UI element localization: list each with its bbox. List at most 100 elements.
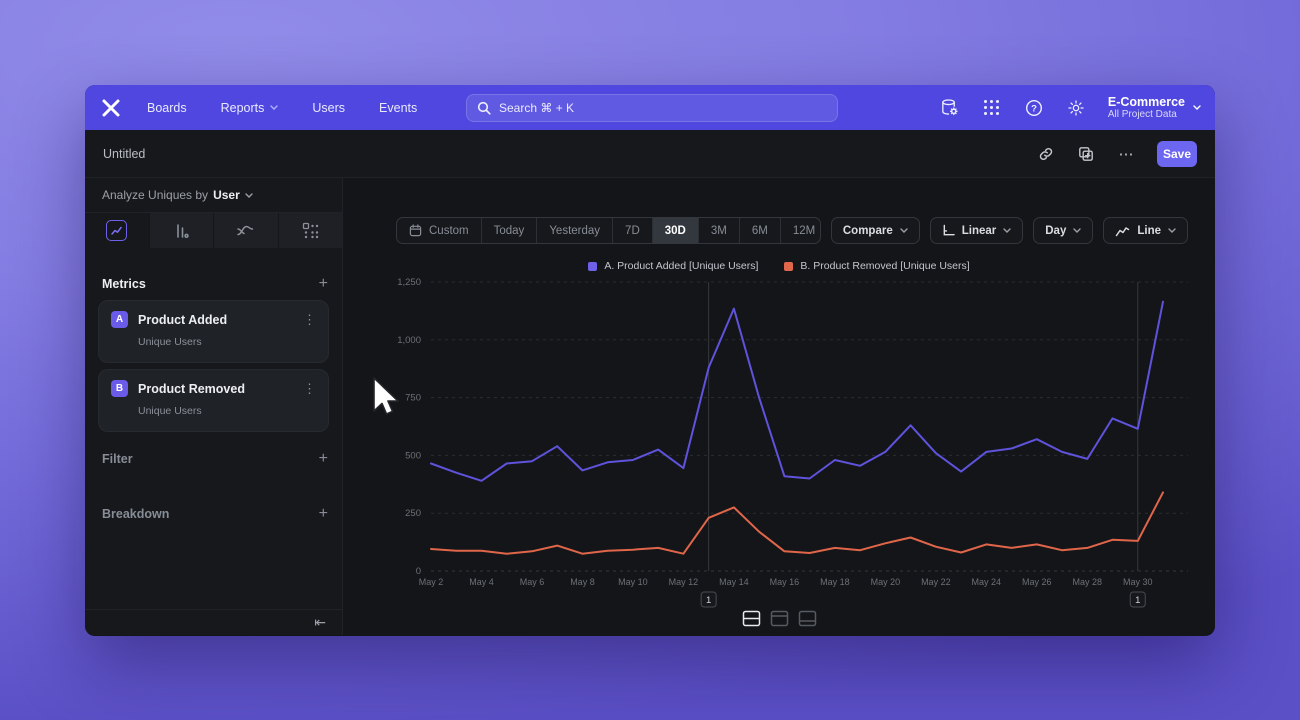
- series-line-a: [430, 300, 1164, 482]
- help-icon[interactable]: ?: [1024, 98, 1044, 118]
- y-axis-label: 500: [405, 450, 421, 461]
- series-line-b: [430, 491, 1164, 555]
- funnels-bars-icon: [177, 223, 189, 238]
- interval-dropdown[interactable]: Day: [1033, 217, 1094, 244]
- annotation-badge[interactable]: [1129, 591, 1146, 608]
- top-navbar: Boards Reports Users Events Search ⌘ + K: [85, 85, 1215, 130]
- metric-name: Product Added: [138, 312, 228, 327]
- tab-flows[interactable]: [214, 213, 279, 248]
- metric-options-icon[interactable]: ⋮: [303, 312, 316, 327]
- x-axis-label: May 24: [972, 577, 1002, 587]
- metric-subtype: Unique Users: [138, 336, 202, 348]
- y-axis-label: 750: [405, 393, 421, 404]
- x-axis-label: May 2: [419, 577, 444, 587]
- chart-type-dropdown[interactable]: Line: [1103, 217, 1188, 244]
- y-axis-label: 1,000: [397, 335, 421, 346]
- range-12m[interactable]: 12M: [792, 224, 816, 237]
- data-settings-icon[interactable]: [940, 98, 960, 118]
- chevron-down-icon: [1168, 228, 1176, 233]
- chevron-down-icon: [270, 105, 279, 110]
- range-30d[interactable]: 30D: [652, 218, 699, 243]
- settings-gear-icon[interactable]: [1066, 98, 1086, 118]
- add-metric-button[interactable]: +: [318, 275, 328, 292]
- date-range-segmented: Custom Today Yesterday 7D 30D 3M 6M 12M: [396, 217, 821, 244]
- sidebar-footer: ⇤: [85, 609, 342, 635]
- annotation-badge[interactable]: [700, 591, 717, 608]
- y-axis-label: 0: [416, 566, 421, 577]
- metric-card-product-added[interactable]: A Product Added ⋮ Unique Users: [98, 300, 329, 363]
- x-axis-label: May 4: [469, 577, 494, 587]
- range-today[interactable]: Today: [482, 218, 538, 243]
- tab-funnels[interactable]: [149, 213, 214, 248]
- chart-size-split-icon[interactable]: [742, 610, 761, 627]
- metric-card-product-removed[interactable]: B Product Removed ⋮ Unique Users: [98, 369, 329, 432]
- analyze-value-dropdown[interactable]: User: [213, 188, 240, 202]
- chevron-down-icon: [245, 192, 253, 198]
- chart-legend: A. Product Added [Unique Users] B. Produc…: [343, 260, 1215, 272]
- scale-dropdown[interactable]: Linear: [929, 217, 1024, 244]
- linear-axis-icon: [943, 224, 955, 236]
- metric-subtype: Unique Users: [138, 405, 202, 417]
- x-axis-label: May 8: [570, 577, 595, 587]
- range-7d[interactable]: 7D: [613, 218, 653, 243]
- search-icon: [477, 101, 491, 115]
- content-area: Analyze Uniques by User: [85, 178, 1215, 635]
- titlebar-actions: ⋯ Save: [1037, 140, 1197, 167]
- chart-size-large-icon[interactable]: [798, 610, 817, 627]
- retention-grid-icon: [302, 222, 318, 239]
- nav-right-group: ? E-Commerce All Project Data: [940, 85, 1201, 130]
- y-axis-label: 1,250: [397, 277, 421, 288]
- collapse-sidebar-icon[interactable]: ⇤: [314, 614, 326, 630]
- nav-item-users[interactable]: Users: [312, 100, 346, 115]
- report-title[interactable]: Untitled: [103, 146, 146, 161]
- copy-link-icon[interactable]: [1037, 145, 1055, 163]
- range-6m[interactable]: 6M: [740, 218, 781, 243]
- x-axis-label: May 22: [921, 577, 951, 587]
- report-titlebar: Untitled ⋯ Save: [85, 130, 1215, 178]
- compare-button[interactable]: Compare: [830, 217, 920, 244]
- nav-item-events[interactable]: Events: [379, 100, 418, 115]
- analyze-label: Analyze Uniques by: [102, 188, 209, 202]
- chart-size-medium-icon[interactable]: [770, 610, 789, 627]
- apps-grid-icon[interactable]: [982, 98, 1002, 118]
- legend-swatch: [588, 261, 598, 271]
- metric-options-icon[interactable]: ⋮: [303, 381, 316, 396]
- duplicate-icon[interactable]: [1077, 145, 1095, 163]
- tab-retention[interactable]: [278, 213, 342, 248]
- search-placeholder: Search ⌘ + K: [499, 101, 575, 115]
- metric-badge: B: [111, 380, 128, 397]
- search-input[interactable]: Search ⌘ + K: [466, 94, 838, 122]
- nav-item-reports[interactable]: Reports: [221, 101, 279, 115]
- metrics-header: Metrics +: [102, 270, 328, 298]
- flows-icon: [237, 225, 254, 236]
- y-axis-label: 250: [405, 508, 421, 519]
- chart-panel: Custom Today Yesterday 7D 30D 3M 6M 12M Compare…: [343, 178, 1215, 635]
- section-label: Breakdown: [102, 507, 170, 521]
- chart-size-toggles: [343, 610, 1215, 627]
- tab-insights[interactable]: [85, 213, 150, 248]
- x-axis-label: May 20: [871, 577, 901, 587]
- x-axis-label: May 18: [820, 577, 850, 587]
- annotation-badge-label: 1: [706, 595, 711, 606]
- more-options-icon[interactable]: ⋯: [1118, 145, 1134, 163]
- nav-menu: Boards Reports Users Events: [147, 101, 417, 115]
- x-axis-label: May 10: [618, 577, 648, 587]
- app-window: Boards Reports Users Events Search ⌘ + K: [85, 85, 1215, 636]
- line-chart-icon: [1116, 226, 1130, 236]
- project-scope: All Project Data: [1107, 108, 1177, 120]
- x-axis-label: May 6: [520, 577, 545, 587]
- add-breakdown-button[interactable]: +: [318, 505, 328, 522]
- nav-item-boards[interactable]: Boards: [147, 100, 187, 115]
- project-selector[interactable]: E-Commerce All Project Data: [1107, 95, 1201, 120]
- save-button[interactable]: Save: [1157, 140, 1197, 167]
- legend-item[interactable]: A. Product Added [Unique Users]: [588, 260, 758, 272]
- mixpanel-logo-icon[interactable]: [99, 96, 123, 120]
- legend-item[interactable]: B. Product Removed [Unique Users]: [784, 260, 970, 272]
- x-axis-label: May 30: [1123, 577, 1153, 587]
- range-3m[interactable]: 3M: [699, 218, 740, 243]
- range-yesterday[interactable]: Yesterday: [537, 218, 614, 243]
- query-sidebar: Analyze Uniques by User: [85, 178, 343, 635]
- add-filter-button[interactable]: +: [318, 450, 328, 467]
- range-custom[interactable]: Custom: [397, 218, 482, 243]
